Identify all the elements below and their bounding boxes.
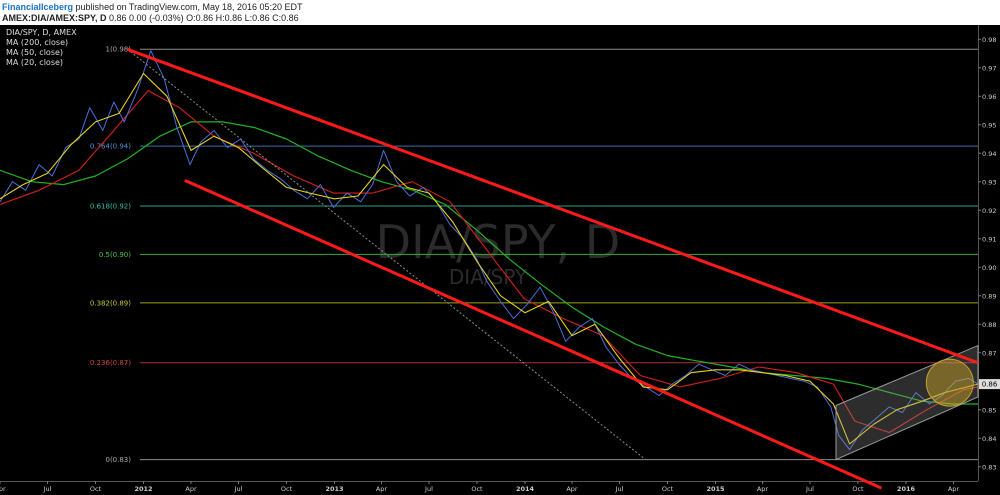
series-line-price bbox=[0, 50, 979, 451]
chart-legend: DIA/SPY, D, AMEX MA (200, close) MA (50,… bbox=[6, 28, 77, 67]
x-tick-label: Apr bbox=[0, 485, 6, 493]
rising-channel[interactable] bbox=[835, 344, 979, 461]
y-tick-label: 0.92 bbox=[982, 207, 996, 215]
y-tick-label: 0.98 bbox=[982, 36, 996, 44]
x-tick-label: 2013 bbox=[325, 485, 343, 493]
fib-level-label: 1(0.98) bbox=[105, 46, 131, 54]
highlight-circle[interactable] bbox=[925, 358, 974, 407]
x-tick-label: Jul bbox=[615, 485, 624, 493]
y-tick-label: 0.97 bbox=[982, 64, 996, 72]
x-tick-label: Oct bbox=[662, 485, 674, 493]
x-tick-label: Oct bbox=[90, 485, 102, 493]
watermark-main: DIA/SPY, D bbox=[376, 215, 621, 269]
published-text: published on TradingView.com, May 18, 20… bbox=[75, 2, 303, 12]
x-tick-label: 2014 bbox=[516, 485, 535, 493]
fib-level-label: 0(0.83) bbox=[105, 456, 131, 464]
series-line-ma200 bbox=[0, 121, 978, 405]
x-tick-label: Jul bbox=[43, 485, 52, 493]
publish-line: FinancialIceberg published on TradingVie… bbox=[2, 2, 303, 12]
drawings[interactable] bbox=[126, 47, 979, 490]
legend-ma200[interactable]: MA (200, close) bbox=[6, 38, 68, 47]
x-tick-label: Apr bbox=[757, 485, 769, 493]
y-tick-label: 0.94 bbox=[982, 150, 996, 158]
legend-ma50[interactable]: MA (50, close) bbox=[6, 48, 63, 57]
y-tick-label: 0.83 bbox=[982, 463, 996, 471]
last-price-badge-bg bbox=[979, 379, 1000, 390]
fib-level-label: 0.382(0.89) bbox=[90, 299, 131, 307]
x-tick-label: Apr bbox=[566, 485, 578, 493]
x-tick-label: Apr bbox=[185, 485, 197, 493]
x-axis: Apr Jul Oct 2012 Apr Jul Oct 2013 Apr Jul Oct 2014 A… bbox=[0, 481, 959, 493]
time-axis-background bbox=[0, 481, 1000, 495]
last-price-badge: 0.86 bbox=[979, 379, 1000, 390]
y-tick-label: 0.88 bbox=[982, 321, 996, 329]
last-price-badge-text: 0.86 bbox=[982, 381, 998, 389]
watermark-sub: DIA/SPY bbox=[449, 265, 528, 289]
fib-level-label: 0.236(0.87) bbox=[90, 359, 131, 367]
price-axis-background bbox=[978, 25, 1000, 481]
author-link[interactable]: FinancialIceberg bbox=[2, 2, 74, 12]
x-tick-label: 2016 bbox=[897, 485, 916, 493]
y-tick-label: 0.85 bbox=[982, 406, 996, 414]
channel-upper-line[interactable] bbox=[126, 47, 979, 365]
fib-level-label: 0.618(0.92) bbox=[90, 202, 131, 210]
x-tick-label: 2012 bbox=[134, 485, 152, 493]
y-tick-label: 0.95 bbox=[982, 121, 996, 129]
ohlc-text: 0.86 0.00 (-0.03%) O:0.86 H:0.86 L:0.86 … bbox=[109, 13, 299, 23]
x-tick-label: Jul bbox=[234, 485, 243, 493]
symbol-line: AMEX:DIA/AMEX:SPY, D 0.86 0.00 (-0.03%) … bbox=[2, 13, 299, 23]
x-tick-label: Jul bbox=[805, 485, 814, 493]
symbol-text: AMEX:DIA/AMEX:SPY, D bbox=[2, 13, 107, 23]
legend-symbol: DIA/SPY, D, AMEX bbox=[6, 28, 77, 37]
channel-lower-line[interactable] bbox=[184, 178, 883, 490]
y-tick-label: 0.89 bbox=[982, 292, 996, 300]
legend-ma20[interactable]: MA (20, close) bbox=[6, 58, 63, 67]
y-tick-label: 0.96 bbox=[982, 93, 996, 101]
x-tick-label: 2015 bbox=[706, 485, 725, 493]
x-tick-label: Apr bbox=[376, 485, 388, 493]
x-tick-label: Apr bbox=[948, 485, 960, 493]
fibonacci-retracement[interactable]: 1(0.98) 0.764(0.94) 0.618(0.92) 0.5(0.90) 0.… bbox=[90, 46, 978, 464]
y-tick-label: 0.87 bbox=[982, 349, 996, 357]
fib-level-label: 0.5(0.90) bbox=[99, 251, 131, 259]
fib-level-label: 0.764(0.94) bbox=[90, 143, 131, 151]
series-line-ma20 bbox=[0, 72, 979, 445]
x-tick-label: Oct bbox=[852, 485, 864, 493]
y-tick-label: 0.93 bbox=[982, 178, 996, 186]
x-tick-label: Jul bbox=[424, 485, 433, 493]
x-tick-label: Oct bbox=[281, 485, 293, 493]
y-tick-label: 0.90 bbox=[982, 264, 996, 272]
y-tick-label: 0.84 bbox=[982, 435, 996, 443]
y-tick-label: 0.91 bbox=[982, 235, 996, 243]
x-tick-label: Oct bbox=[471, 485, 483, 493]
